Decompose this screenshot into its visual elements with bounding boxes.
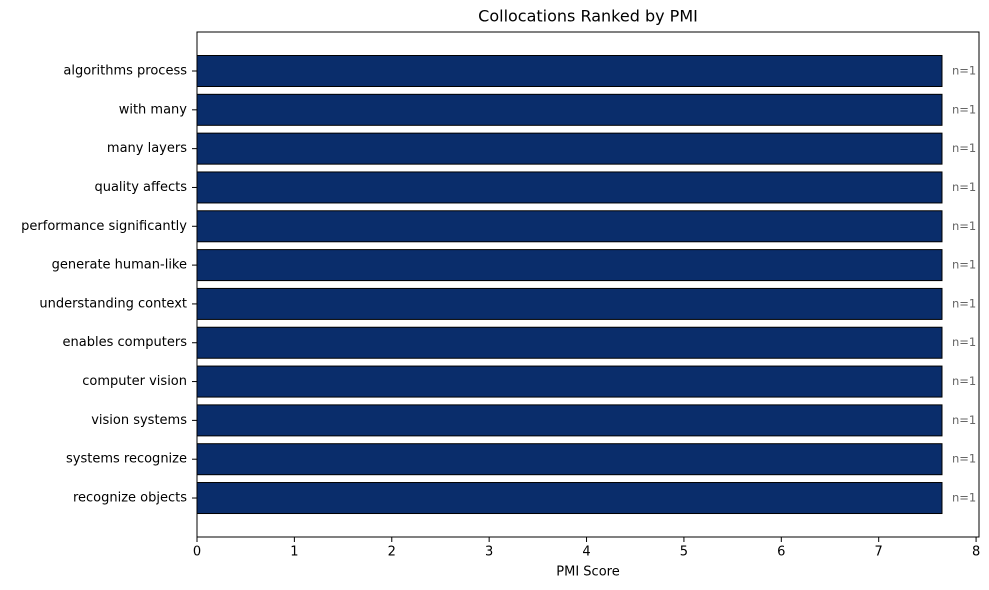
bar: [196, 210, 943, 243]
bar: [196, 404, 943, 437]
y-tick-label: with many: [119, 102, 188, 117]
bar: [196, 132, 943, 165]
bar: [196, 55, 943, 87]
annotation: n=1: [952, 258, 976, 272]
bar: [196, 249, 943, 282]
x-tick-label: 5: [680, 545, 688, 560]
y-tick-label: understanding context: [39, 296, 187, 311]
x-tick-label: 8: [972, 545, 980, 560]
x-tick-label: 1: [290, 545, 298, 560]
bar: [196, 443, 943, 476]
annotation: n=1: [952, 491, 976, 505]
x-axis-label: PMI Score: [556, 565, 619, 580]
bar: [196, 365, 943, 398]
y-tick-label: enables computers: [63, 335, 188, 350]
y-tick-label: recognize objects: [73, 491, 187, 506]
x-tick-label: 7: [875, 545, 883, 560]
y-tick-label: systems recognize: [66, 452, 187, 467]
y-tick-label: computer vision: [82, 374, 187, 389]
annotation: n=1: [952, 102, 976, 116]
annotation: n=1: [952, 141, 976, 155]
bar: [196, 93, 943, 126]
annotation: n=1: [952, 180, 976, 194]
x-tick-label: 3: [485, 545, 493, 560]
x-tick-label: 0: [193, 545, 201, 560]
annotation: n=1: [952, 335, 976, 349]
annotation: n=1: [952, 413, 976, 427]
bar: [196, 326, 943, 359]
chart-title: Collocations Ranked by PMI: [478, 7, 698, 26]
x-tick-label: 6: [777, 545, 785, 560]
y-tick-label: performance significantly: [21, 219, 187, 234]
annotation: n=1: [952, 296, 976, 310]
y-tick-label: many layers: [107, 141, 187, 156]
plot-frame: [196, 31, 980, 538]
bar: [196, 482, 943, 515]
bar: [196, 287, 943, 320]
annotation: n=1: [952, 374, 976, 388]
x-tick-label: 2: [388, 545, 396, 560]
bar: [196, 171, 943, 204]
y-tick-label: quality affects: [94, 180, 187, 195]
y-tick-label: generate human-like: [52, 258, 187, 273]
annotation: n=1: [952, 452, 976, 466]
y-tick-label: vision systems: [91, 413, 187, 428]
x-tick-label: 4: [582, 545, 590, 560]
annotation: n=1: [952, 219, 976, 233]
y-tick-label: algorithms process: [63, 64, 187, 79]
annotation: n=1: [952, 64, 976, 78]
